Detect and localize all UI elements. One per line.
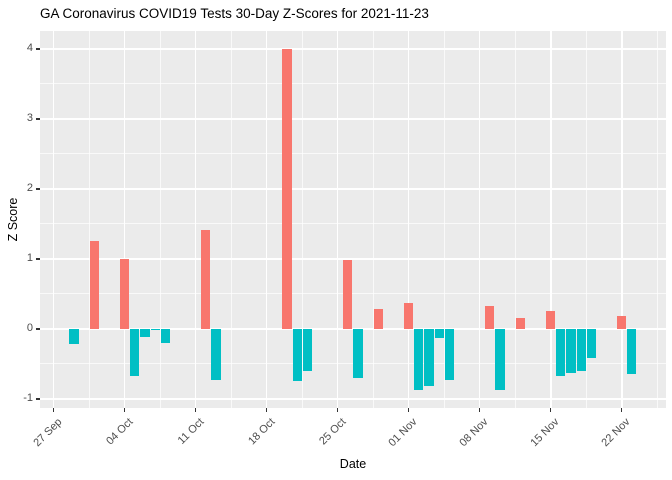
- major-gridline-v: [194, 31, 197, 408]
- major-gridline-h: [40, 48, 666, 50]
- bar-2021-10-07: [150, 328, 160, 331]
- bar-2021-11-22: [617, 315, 627, 329]
- minor-gridline-h: [40, 363, 666, 365]
- y-tick-mark: [36, 328, 40, 330]
- major-gridline-h: [40, 118, 666, 120]
- major-gridline-v: [478, 31, 481, 408]
- bar-2021-11-01: [404, 302, 414, 329]
- bar-2021-11-18: [576, 328, 586, 372]
- minor-gridline-v: [585, 31, 587, 408]
- x-tick-mark: [336, 408, 339, 412]
- minor-gridline-v: [372, 31, 374, 408]
- y-tick-label: -1: [23, 392, 33, 405]
- minor-gridline-h: [40, 153, 666, 155]
- bar-2021-10-13: [211, 328, 221, 380]
- major-gridline-v: [407, 31, 410, 408]
- y-tick-mark: [36, 118, 40, 120]
- bar-2021-11-15: [546, 311, 556, 329]
- bar-2021-11-04: [434, 328, 444, 338]
- bar-2021-11-03: [424, 328, 434, 387]
- bar-2021-11-02: [414, 328, 424, 390]
- major-gridline-v: [123, 31, 126, 408]
- x-tick-mark: [123, 408, 126, 412]
- y-tick-label: 1: [26, 252, 33, 265]
- bar-2021-09-29: [69, 328, 79, 345]
- major-gridline-v: [265, 31, 268, 408]
- major-gridline-v: [549, 31, 552, 408]
- bar-2021-10-21: [292, 328, 302, 382]
- minor-gridline-h: [40, 223, 666, 225]
- bar-2021-10-06: [140, 328, 150, 338]
- bar-2021-11-16: [556, 328, 566, 377]
- y-tick-mark: [36, 48, 40, 50]
- major-gridline-h: [40, 188, 666, 190]
- bar-2021-10-12: [201, 230, 211, 329]
- chart-title: GA Coronavirus COVID19 Tests 30-Day Z-Sc…: [40, 6, 429, 21]
- bar-2021-11-17: [566, 328, 576, 373]
- bar-2021-11-23: [627, 328, 637, 375]
- bar-2021-10-05: [130, 328, 140, 377]
- y-tick-label: 2: [26, 182, 33, 195]
- x-tick-mark: [52, 408, 55, 412]
- bar-2021-10-01: [89, 240, 99, 329]
- x-axis-title: Date: [339, 457, 367, 471]
- y-tick-mark: [36, 398, 40, 400]
- x-tick-mark: [620, 408, 623, 412]
- major-gridline-h: [40, 328, 666, 330]
- bar-2021-10-29: [373, 309, 383, 329]
- bar-2021-10-20: [282, 48, 292, 329]
- y-tick-label: 0: [26, 322, 33, 335]
- y-tick-mark: [36, 188, 40, 190]
- x-tick-mark: [194, 408, 197, 412]
- minor-gridline-v: [159, 31, 161, 408]
- minor-gridline-v: [230, 31, 232, 408]
- y-tick-label: 3: [26, 112, 33, 125]
- bar-2021-11-12: [515, 318, 525, 329]
- bar-2021-11-09: [485, 306, 495, 329]
- minor-gridline-v: [514, 31, 516, 408]
- bar-2021-10-04: [120, 258, 130, 329]
- major-gridline-v: [620, 31, 623, 408]
- minor-gridline-h: [40, 293, 666, 295]
- minor-gridline-v: [88, 31, 90, 408]
- minor-gridline-h: [40, 83, 666, 85]
- minor-gridline-v: [443, 31, 445, 408]
- y-tick-label: 4: [26, 42, 33, 55]
- major-gridline-v: [52, 31, 55, 408]
- y-axis-title: Z Score: [6, 197, 20, 242]
- major-gridline-h: [40, 398, 666, 400]
- y-tick-mark: [36, 258, 40, 260]
- minor-gridline-v: [656, 31, 658, 408]
- bar-2021-10-08: [160, 328, 170, 344]
- bar-2021-11-10: [495, 328, 505, 391]
- x-tick-mark: [478, 408, 481, 412]
- x-tick-mark: [549, 408, 552, 412]
- major-gridline-v: [336, 31, 339, 408]
- major-gridline-h: [40, 258, 666, 260]
- bar-2021-11-19: [586, 328, 596, 359]
- x-tick-mark: [265, 408, 268, 412]
- x-tick-mark: [407, 408, 410, 412]
- bar-2021-10-27: [353, 328, 363, 379]
- bar-2021-10-22: [302, 328, 312, 372]
- minor-gridline-v: [301, 31, 303, 408]
- bar-2021-11-05: [444, 328, 454, 380]
- plot-panel: [40, 31, 666, 408]
- bar-2021-10-26: [343, 260, 353, 329]
